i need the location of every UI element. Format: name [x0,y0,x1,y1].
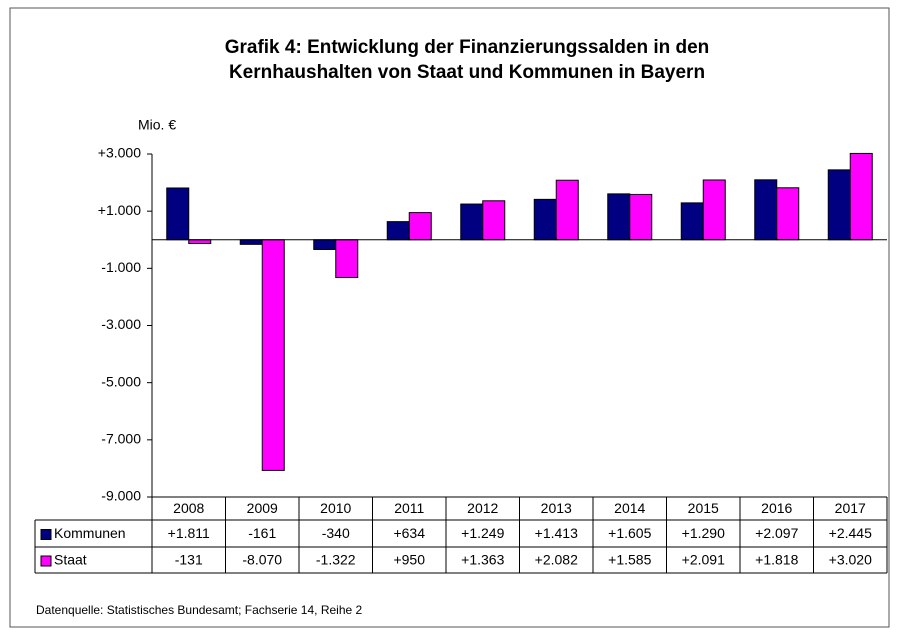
table-value: +2.445 [829,525,872,541]
table-value: -340 [322,525,350,541]
x-tick-label: 2016 [761,500,792,516]
x-tick-label: 2010 [320,500,351,516]
x-tick-label: 2013 [541,500,572,516]
table-value: +3.020 [829,552,872,568]
table-value: +1.290 [682,525,725,541]
x-tick-label: 2014 [614,500,645,516]
table-value: +2.091 [682,552,725,568]
bar [313,239,337,250]
bar [261,239,285,471]
bar [629,193,653,241]
chart-subtitle: Kernhaushalten von Staat und Kommunen in… [229,62,705,83]
y-tick-label: +3.000 [98,145,141,161]
table-value: +2.082 [535,552,578,568]
bar [166,187,190,241]
table-value: +1.413 [535,525,578,541]
x-tick-label: 2011 [394,500,424,516]
table-value: +950 [393,552,425,568]
bar [188,239,212,244]
x-tick-label: 2012 [467,500,498,516]
bar [702,179,726,241]
y-tick-label: -7.000 [101,431,141,447]
y-tick-label: -3.000 [101,316,141,332]
y-tick-label: +1.000 [98,202,141,218]
table-value: -131 [175,552,203,568]
table-value: -161 [248,525,276,541]
x-tick-label: 2008 [173,500,204,516]
bar [827,169,851,241]
bar [776,187,800,241]
bar [849,152,873,241]
table-value: +1.585 [608,552,651,568]
bar [408,212,432,241]
bar [607,193,631,241]
legend-swatch [40,529,52,540]
x-tick-label: 2009 [247,500,278,516]
bar [460,203,484,241]
table-value: -1.322 [316,552,356,568]
table-value: +1.363 [461,552,504,568]
table-value: +2.097 [755,525,798,541]
source: Datenquelle: Statistisches Bundesamt; Fa… [36,603,363,617]
y-tick-label: -9.000 [101,488,141,504]
bar [386,221,410,241]
frame [9,7,890,628]
table-value: +1.818 [755,552,798,568]
bar [555,179,579,241]
bar [239,239,263,245]
x-tick-label: 2017 [835,500,866,516]
table-value: -8.070 [242,552,282,568]
x-tick-label: 2015 [688,500,719,516]
legend-label: Staat [54,552,87,568]
table-value: +1.605 [608,525,651,541]
bar [680,202,704,241]
y-tick-label: -1.000 [101,259,141,275]
legend-swatch [40,555,52,567]
y-tick-label: -5.000 [101,373,141,389]
table-value: +634 [393,525,425,541]
bar [482,200,506,241]
y-axis-label: Mio. € [138,117,176,133]
bar [754,179,778,241]
bar [533,198,557,241]
table-value: +1.249 [461,525,504,541]
legend-label: Kommunen [54,525,126,541]
bar [335,239,359,279]
chart-title: Grafik 4: Entwicklung der Finanzierungss… [225,37,710,58]
table-value: +1.811 [168,525,210,541]
